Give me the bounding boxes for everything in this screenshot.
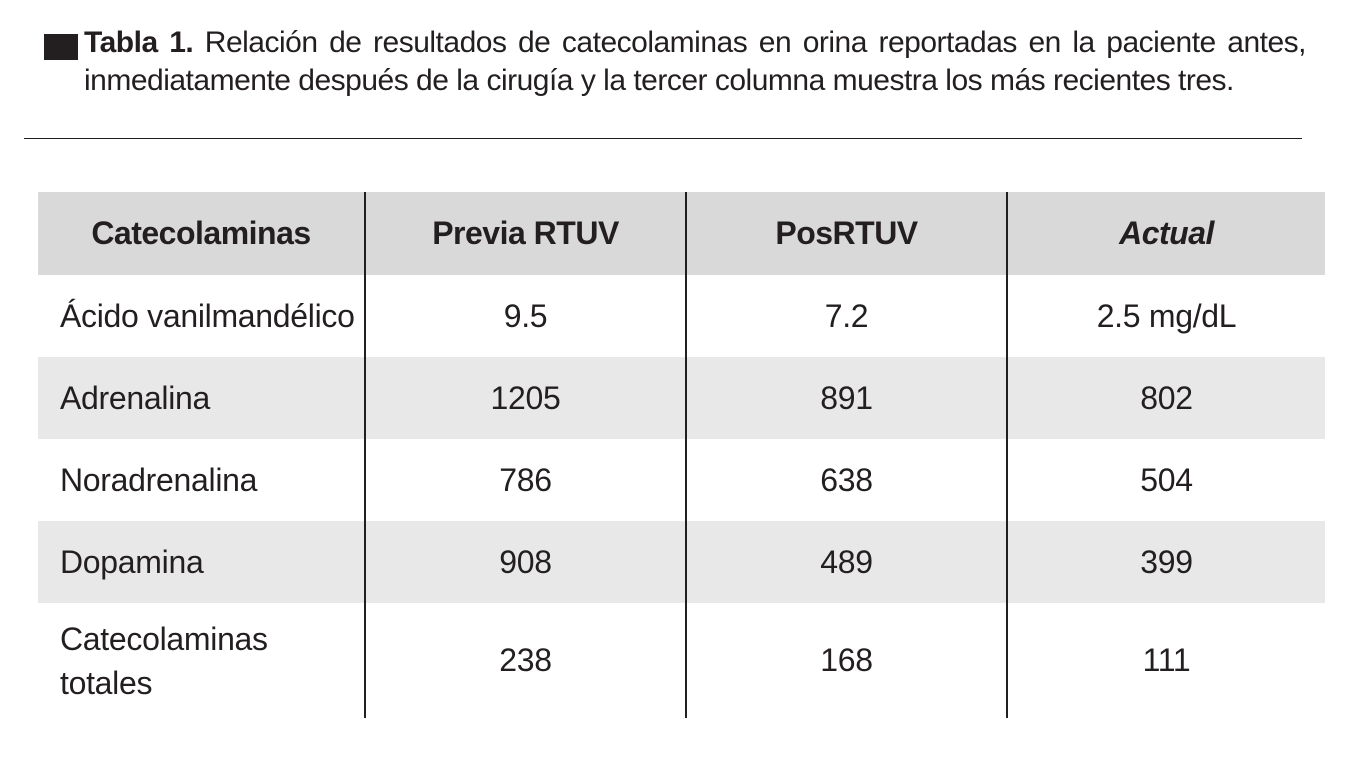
caption-text: Relación de resultados de catecolaminas … <box>84 26 1307 97</box>
cell-pos: 168 <box>685 603 1007 718</box>
caption-text-block: Tabla 1. Relación de resultados de catec… <box>84 24 1307 100</box>
header-actual: Actual <box>1006 192 1325 275</box>
cell-previa: 908 <box>364 521 686 603</box>
cell-previa: 238 <box>364 603 686 718</box>
cell-actual: 399 <box>1006 521 1325 603</box>
cell-actual: 111 <box>1006 603 1325 718</box>
table-row: Noradrenalina 786 638 504 <box>38 439 1325 521</box>
cell-pos: 489 <box>685 521 1007 603</box>
header-catecolaminas: Catecolaminas <box>38 192 365 275</box>
table-caption: Tabla 1. Relación de resultados de catec… <box>44 24 1307 100</box>
table-row: Catecolaminas totales 238 168 111 <box>38 603 1325 718</box>
cell-pos: 638 <box>685 439 1007 521</box>
row-label: Adrenalina <box>38 357 365 439</box>
cell-actual: 504 <box>1006 439 1325 521</box>
caption-label: Tabla 1. <box>84 26 194 59</box>
caption-divider <box>24 138 1302 139</box>
row-label: Dopamina <box>38 521 365 603</box>
header-previa-rtuv: Previa RTUV <box>364 192 686 275</box>
header-posrtuv: PosRTUV <box>685 192 1007 275</box>
table-header-row: Catecolaminas Previa RTUV PosRTUV Actual <box>38 192 1325 275</box>
catecholamines-table: Catecolaminas Previa RTUV PosRTUV Actual… <box>38 192 1325 718</box>
row-label: Ácido vanilmandélico <box>60 298 355 334</box>
table-row: Dopamina 908 489 399 <box>38 521 1325 603</box>
cell-pos: 7.2 <box>685 275 1007 357</box>
cell-pos: 891 <box>685 357 1007 439</box>
cell-previa: 1205 <box>364 357 686 439</box>
cell-actual: 2.5 mg/dL <box>1006 275 1325 357</box>
cell-previa: 786 <box>364 439 686 521</box>
caption-square-icon <box>44 34 78 60</box>
table-row: Ácido vanilmandélico 9.5 7.2 2.5 mg/dL <box>38 275 1325 357</box>
row-label: Noradrenalina <box>60 462 258 498</box>
table-row: Adrenalina 1205 891 802 <box>38 357 1325 439</box>
cell-previa: 9.5 <box>364 275 686 357</box>
cell-actual: 802 <box>1006 357 1325 439</box>
row-label: Catecolaminas totales <box>60 620 268 701</box>
